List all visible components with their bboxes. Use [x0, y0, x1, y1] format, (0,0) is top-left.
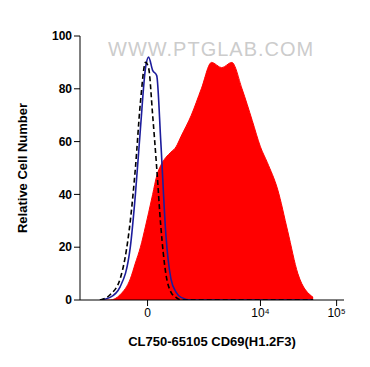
- svg-text:80: 80: [59, 82, 73, 96]
- svg-text:40: 40: [59, 188, 73, 202]
- svg-text:0: 0: [65, 293, 72, 307]
- svg-text:Relative Cell Number: Relative Cell Number: [15, 103, 30, 233]
- svg-text:10⁵: 10⁵: [327, 306, 345, 320]
- html-text:WWW.PTGLAB.COM: WWW.PTGLAB.COM: [108, 38, 315, 60]
- svg-text:100: 100: [52, 29, 72, 43]
- svg-text:20: 20: [59, 240, 73, 254]
- svg-text:10⁴: 10⁴: [251, 306, 270, 320]
- svg-text:CL750-65105 CD69(H1.2F3): CL750-65105 CD69(H1.2F3): [128, 334, 296, 349]
- svg-text:60: 60: [59, 135, 73, 149]
- svg-text:0: 0: [144, 306, 151, 320]
